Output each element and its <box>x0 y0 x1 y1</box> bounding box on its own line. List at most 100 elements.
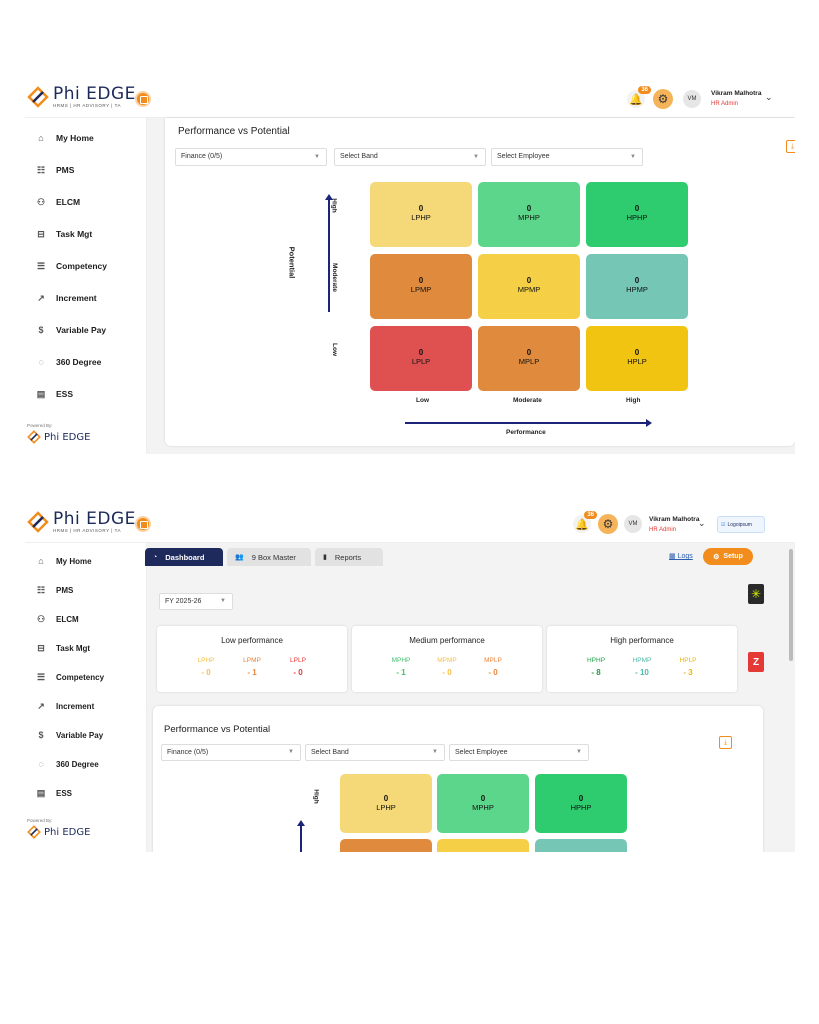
summary-hphp[interactable]: HPHP - 8 <box>586 657 606 677</box>
summary-lpmp[interactable]: LPMP - 1 <box>243 657 261 677</box>
matrix-cell-hpmp[interactable]: 0 HPMP <box>586 254 688 319</box>
sidebar-item-competency[interactable]: ☰ Competency <box>36 260 108 272</box>
band-select[interactable]: Select Band ▼ <box>334 148 486 166</box>
chevron-down-icon: ▼ <box>314 154 320 160</box>
avatar[interactable]: VM <box>624 515 642 533</box>
bell-icon[interactable]: 🔔 36 <box>627 86 651 108</box>
bell-icon[interactable]: 🔔 36 <box>573 511 597 533</box>
group-icon: 👥 <box>235 554 244 561</box>
sidebar-item-elcm[interactable]: ⚇ ELCM <box>36 613 79 624</box>
tab-reports[interactable]: ▮ Reports <box>315 548 383 566</box>
powered-by-label: Powered By: <box>27 818 53 823</box>
fiscal-year-select[interactable]: FY 2025-26 ▼ <box>159 593 233 610</box>
summary-hpmp[interactable]: HPMP - 10 <box>632 657 652 677</box>
matrix-cell-mpmp[interactable] <box>437 839 529 852</box>
sidebar-item-variable-pay[interactable]: $ Variable Pay <box>35 324 106 336</box>
summary-lplp[interactable]: LPLP - 0 <box>290 657 306 677</box>
matrix-cell-hphp[interactable]: 0 HPHP <box>535 774 627 833</box>
summary-mphp[interactable]: MPHP - 1 <box>391 657 411 677</box>
dollar-icon: $ <box>38 325 44 335</box>
scrollbar-thumb[interactable] <box>789 549 793 661</box>
download-icon[interactable]: ⤓ <box>786 140 795 153</box>
matrix-cell-hplp[interactable]: 0 HPLP <box>586 326 688 391</box>
sidebar-item-pms[interactable]: ☷ PMS <box>36 584 74 595</box>
summary-hplp[interactable]: HPLP - 3 <box>679 657 697 677</box>
settings-gear-icon[interactable]: ⚙ <box>598 514 618 534</box>
top-bar: Phi EDGE HRMS | HR ADVISORY | TA 🔔 36 ⚙ V… <box>25 82 795 118</box>
scrollbar[interactable] <box>787 543 795 852</box>
employee-select[interactable]: Select Employee ▼ <box>449 744 589 761</box>
brand-tagline: HRMS | HR ADVISORY | TA <box>53 528 122 533</box>
employee-select[interactable]: Select Employee ▼ <box>491 148 643 166</box>
chevron-down-icon[interactable]: ⌄ <box>765 92 773 102</box>
sidebar-item-variable-pay[interactable]: $ Variable Pay <box>35 729 103 741</box>
setup-button[interactable]: ⚙ Setup <box>703 548 753 565</box>
matrix-cell-lpmp[interactable]: 0 LPMP <box>370 254 472 319</box>
matrix-cell-lplp[interactable]: 0 LPLP <box>370 326 472 391</box>
brand-name-phi: Phi <box>53 84 81 104</box>
card-title: Low performance <box>221 636 283 645</box>
x-axis-label: Performance <box>506 429 546 436</box>
sidebar-item-ess[interactable]: ▤ ESS <box>36 388 74 400</box>
task-icon: ⊟ <box>37 642 45 653</box>
y-axis-arrow <box>297 820 305 852</box>
summary-mplp[interactable]: MPLP - 0 <box>484 657 502 677</box>
matrix-cell-hpmp[interactable] <box>535 839 627 852</box>
brand-logo[interactable]: Phi EDGE HRMS | HR ADVISORY | TA <box>27 511 136 533</box>
matrix-cell-mplp[interactable]: 0 MPLP <box>478 326 580 391</box>
sidebar-item-pms[interactable]: ☷ PMS <box>36 164 75 176</box>
sidebar-item-360-degree[interactable]: ◌ 360 Degree <box>35 356 101 368</box>
sidebar-item-elcm[interactable]: ⚇ ELCM <box>36 196 81 208</box>
sidebar-item-increment[interactable]: ↗ Increment <box>35 292 96 304</box>
chart-icon: ↗ <box>37 700 45 711</box>
home-icon: ⌂ <box>38 133 44 143</box>
sidebar-item-task-mgt[interactable]: ⊟ Task Mgt <box>35 642 90 654</box>
y-axis-label: Potential <box>287 246 297 279</box>
brand-logo[interactable]: Phi EDGE HRMS | HR ADVISORY | TA <box>27 86 136 108</box>
y-level-moderate: Moderate <box>330 263 338 292</box>
sidebar-item-360-degree[interactable]: ◌ 360 Degree <box>35 758 98 770</box>
summary-mpmp[interactable]: MPMP - 0 <box>437 657 457 677</box>
clipboard-icon: ▤ <box>36 388 46 399</box>
matrix-cell-mphp[interactable]: 0 MPHP <box>437 774 529 833</box>
department-select[interactable]: Finance (0/5) ▼ <box>175 148 327 166</box>
main-content: ◔ Dashboard 👥 9 Box Master ▮ Reports ▦ Logs… <box>145 543 787 852</box>
low-performance-card: Low performance LPHP - 0 LPMP - 1 LPLP - 0 <box>157 626 347 692</box>
menu-toggle-icon[interactable] <box>135 91 151 107</box>
x-level-low: Low <box>416 397 429 404</box>
pms-icon: ☷ <box>36 584 46 595</box>
dollar-icon: $ <box>38 730 44 740</box>
matrix-cell-mpmp[interactable]: 0 MPMP <box>478 254 580 319</box>
notification-badge: 36 <box>638 86 651 94</box>
sidebar-item-increment[interactable]: ↗ Increment <box>35 700 94 712</box>
screenshot-dashboard-view: Phi EDGE HRMS | HR ADVISORY | TA 🔔 36 ⚙ V… <box>25 507 795 852</box>
y-level-high: High <box>312 789 320 804</box>
avatar[interactable]: VM <box>683 90 701 108</box>
settings-gear-icon[interactable]: ⚙ <box>653 89 673 109</box>
logs-link[interactable]: ▦ Logs <box>669 553 693 560</box>
department-select[interactable]: Finance (0/5) ▼ <box>161 744 301 761</box>
sidebar-item-task-mgt[interactable]: ⊟ Task Mgt <box>35 228 92 240</box>
sidebar-item-ess[interactable]: ▤ ESS <box>36 787 73 798</box>
tab-dashboard[interactable]: ◔ Dashboard <box>145 548 223 566</box>
summary-lphp[interactable]: LPHP - 0 <box>197 657 215 677</box>
sidebar-item-my-home[interactable]: ⌂ My Home <box>35 555 91 567</box>
feedback-widget-icon[interactable]: ✳ <box>748 584 764 604</box>
x-level-high: High <box>626 397 641 404</box>
band-select[interactable]: Select Band ▼ <box>305 744 445 761</box>
matrix-cell-hphp[interactable]: 0 HPHP <box>586 182 688 247</box>
download-icon[interactable]: ⤓ <box>719 736 732 749</box>
people-icon: ⚇ <box>36 196 46 207</box>
sidebar-item-competency[interactable]: ☰ Competency <box>36 671 105 682</box>
matrix-cell-mphp[interactable]: 0 MPHP <box>478 182 580 247</box>
tab-9-box-master[interactable]: 👥 9 Box Master <box>227 548 311 566</box>
chevron-down-icon[interactable]: ⌄ <box>698 518 706 528</box>
matrix-cell-lpmp[interactable] <box>340 839 432 852</box>
user-role: HR Admin <box>649 527 677 533</box>
menu-toggle-icon[interactable] <box>135 516 151 532</box>
zoho-widget-icon[interactable]: Z <box>748 652 764 672</box>
matrix-cell-lphp[interactable]: 0 LPHP <box>370 182 472 247</box>
sidebar-item-my-home[interactable]: ⌂ My Home <box>35 132 94 144</box>
notification-badge: 36 <box>584 511 597 519</box>
matrix-cell-lphp[interactable]: 0 LPHP <box>340 774 432 833</box>
